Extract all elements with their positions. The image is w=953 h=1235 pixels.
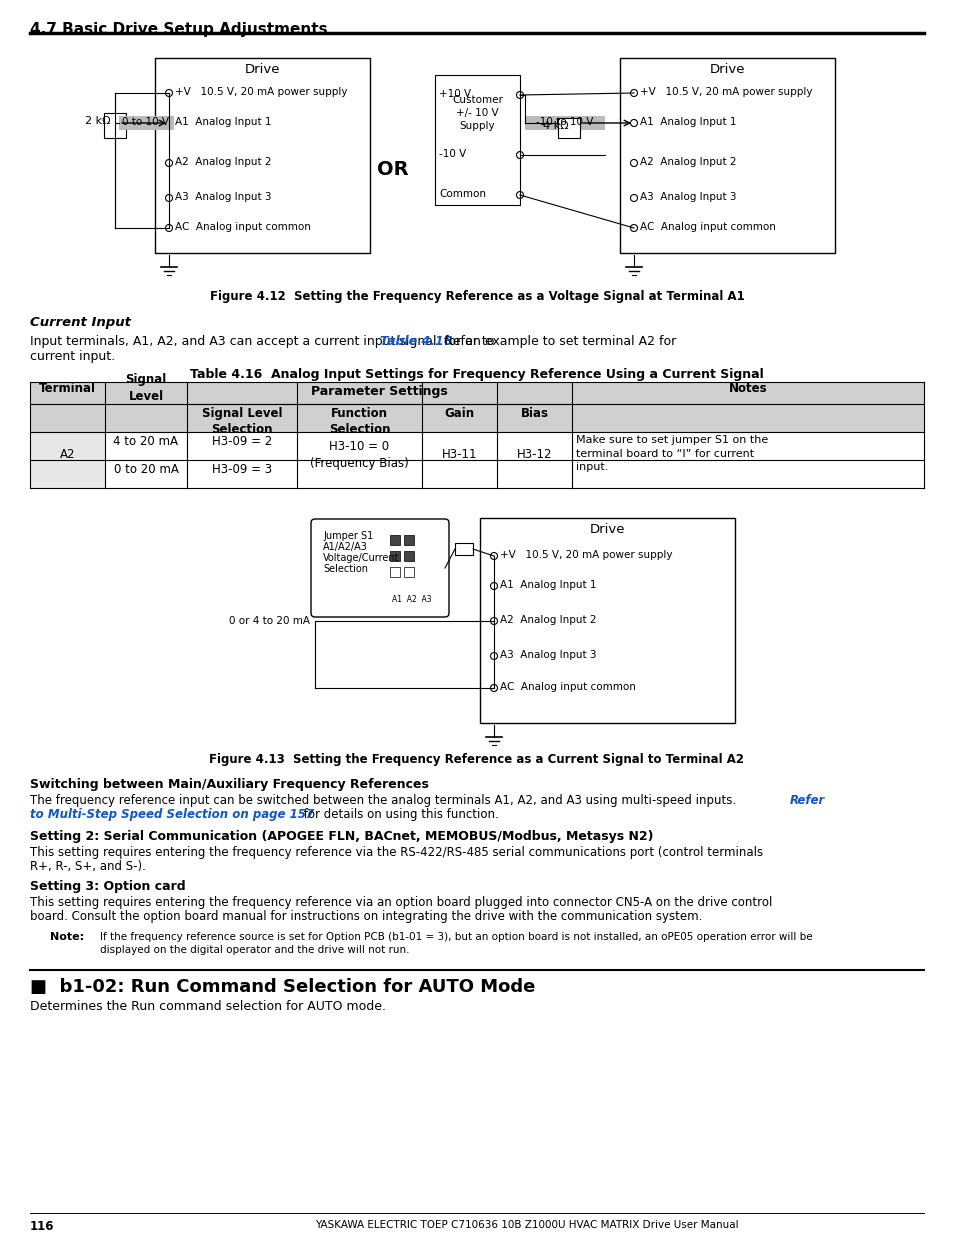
Text: ■  b1-02: Run Command Selection for AUTO Mode: ■ b1-02: Run Command Selection for AUTO … — [30, 978, 535, 995]
Bar — [558, 119, 579, 138]
Text: 0 to 20 mA: 0 to 20 mA — [113, 463, 178, 475]
Text: A3  Analog Input 3: A3 Analog Input 3 — [639, 191, 736, 203]
Bar — [30, 432, 105, 488]
Text: Drive: Drive — [589, 522, 624, 536]
Text: A1/A2/A3: A1/A2/A3 — [323, 542, 368, 552]
Text: Customer: Customer — [452, 95, 502, 105]
Text: AC  Analog input common: AC Analog input common — [174, 222, 311, 232]
Text: Note:: Note: — [50, 932, 84, 942]
Text: Signal
Level: Signal Level — [125, 373, 167, 403]
Text: Table 4.16: Table 4.16 — [379, 335, 452, 348]
Text: Drive: Drive — [245, 63, 280, 77]
Text: Table 4.16  Analog Input Settings for Frequency Reference Using a Current Signal: Table 4.16 Analog Input Settings for Fre… — [190, 368, 763, 382]
Bar — [455, 543, 473, 555]
Text: A1  Analog Input 1: A1 Analog Input 1 — [174, 117, 272, 127]
Text: OR: OR — [376, 161, 409, 179]
Text: -10 V: -10 V — [438, 149, 466, 159]
Text: YASKAWA ELECTRIC TOEP C710636 10B Z1000U HVAC MATRIX Drive User Manual: YASKAWA ELECTRIC TOEP C710636 10B Z1000U… — [314, 1220, 738, 1230]
Text: Current Input: Current Input — [30, 316, 131, 329]
Text: board. Consult the option board manual for instructions on integrating the drive: board. Consult the option board manual f… — [30, 910, 701, 923]
Text: Drive: Drive — [709, 63, 744, 77]
Text: +V   10.5 V, 20 mA power supply: +V 10.5 V, 20 mA power supply — [174, 86, 347, 98]
Text: +V   10.5 V, 20 mA power supply: +V 10.5 V, 20 mA power supply — [639, 86, 812, 98]
Bar — [435, 75, 519, 205]
Text: Make sure to set jumper S1 on the
terminal board to “I” for current
input.: Make sure to set jumper S1 on the termin… — [576, 435, 767, 472]
Bar — [390, 567, 399, 577]
Text: AC  Analog input common: AC Analog input common — [639, 222, 775, 232]
Text: +10 V: +10 V — [438, 89, 471, 99]
Text: to Multi-Step Speed Selection on page 157: to Multi-Step Speed Selection on page 15… — [30, 808, 314, 821]
FancyBboxPatch shape — [311, 519, 449, 618]
Text: -10 to 10 V: -10 to 10 V — [536, 117, 593, 127]
Text: A2: A2 — [60, 448, 75, 462]
Text: for details on using this function.: for details on using this function. — [299, 808, 498, 821]
Bar — [479, 517, 734, 722]
Text: Figure 4.12  Setting the Frequency Reference as a Voltage Signal at Terminal A1: Figure 4.12 Setting the Frequency Refere… — [210, 290, 743, 303]
Text: +/- 10 V: +/- 10 V — [456, 107, 498, 119]
Text: A2  Analog Input 2: A2 Analog Input 2 — [499, 615, 596, 625]
Text: 116: 116 — [30, 1220, 54, 1233]
Text: A3  Analog Input 3: A3 Analog Input 3 — [174, 191, 272, 203]
Text: 2 kΩ: 2 kΩ — [85, 116, 111, 126]
Text: Jumper S1: Jumper S1 — [323, 531, 373, 541]
Bar — [30, 382, 923, 404]
Text: Switching between Main/Auxiliary Frequency References: Switching between Main/Auxiliary Frequen… — [30, 778, 429, 790]
Text: A1  A2  A3: A1 A2 A3 — [392, 595, 431, 604]
Text: Voltage/Current: Voltage/Current — [323, 553, 399, 563]
Text: This setting requires entering the frequency reference via an option board plugg: This setting requires entering the frequ… — [30, 897, 772, 909]
Text: Selection: Selection — [323, 564, 368, 574]
Bar — [403, 551, 414, 561]
Bar — [154, 58, 370, 253]
Text: This setting requires entering the frequency reference via the RS-422/RS-485 ser: This setting requires entering the frequ… — [30, 846, 762, 860]
Bar — [390, 551, 399, 561]
Text: Input terminals, A1, A2, and A3 can accept a current input signal. Refer to: Input terminals, A1, A2, and A3 can acce… — [30, 335, 497, 348]
Text: 0 or 4 to 20 mA: 0 or 4 to 20 mA — [229, 616, 310, 626]
Text: current input.: current input. — [30, 350, 115, 363]
Text: Determines the Run command selection for AUTO mode.: Determines the Run command selection for… — [30, 1000, 386, 1013]
Bar — [390, 535, 399, 545]
Text: Setting 3: Option card: Setting 3: Option card — [30, 881, 186, 893]
Bar — [403, 535, 414, 545]
Text: A2  Analog Input 2: A2 Analog Input 2 — [639, 157, 736, 167]
Text: Common: Common — [438, 189, 485, 199]
Text: 4.7 Basic Drive Setup Adjustments: 4.7 Basic Drive Setup Adjustments — [30, 22, 327, 37]
Text: H3-12: H3-12 — [517, 448, 552, 462]
Text: Function
Selection: Function Selection — [329, 408, 390, 436]
Bar — [524, 116, 604, 130]
Text: displayed on the digital operator and the drive will not run.: displayed on the digital operator and th… — [100, 945, 409, 955]
Text: Signal Level
Selection: Signal Level Selection — [201, 408, 282, 436]
Text: Bias: Bias — [520, 408, 548, 420]
Bar — [119, 116, 173, 130]
Bar — [30, 404, 923, 432]
Bar — [403, 567, 414, 577]
Text: A1  Analog Input 1: A1 Analog Input 1 — [499, 580, 596, 590]
Text: A2  Analog Input 2: A2 Analog Input 2 — [174, 157, 272, 167]
Text: A1  Analog Input 1: A1 Analog Input 1 — [639, 117, 736, 127]
Text: Refer: Refer — [789, 794, 824, 806]
Bar — [619, 58, 834, 253]
Text: If the frequency reference source is set for Option PCB (b1-01 = 3), but an opti: If the frequency reference source is set… — [100, 932, 812, 942]
Text: R+, R-, S+, and S-).: R+, R-, S+, and S-). — [30, 860, 146, 873]
Text: H3-09 = 3: H3-09 = 3 — [212, 463, 272, 475]
Text: 4 to 20 mA: 4 to 20 mA — [113, 435, 178, 448]
Text: H3-10 = 0
(Frequency Bias): H3-10 = 0 (Frequency Bias) — [310, 441, 409, 469]
Text: Setting 2: Serial Communication (APOGEE FLN, BACnet, MEMOBUS/Modbus, Metasys N2): Setting 2: Serial Communication (APOGEE … — [30, 830, 653, 844]
Text: AC  Analog input common: AC Analog input common — [499, 682, 636, 692]
Text: The frequency reference input can be switched between the analog terminals A1, A: The frequency reference input can be swi… — [30, 794, 740, 806]
Text: Notes: Notes — [728, 382, 766, 394]
Text: H3-09 = 2: H3-09 = 2 — [212, 435, 272, 448]
Text: Supply: Supply — [459, 121, 495, 131]
Text: Terminal: Terminal — [39, 382, 96, 394]
Text: Figure 4.13  Setting the Frequency Reference as a Current Signal to Terminal A2: Figure 4.13 Setting the Frequency Refere… — [210, 753, 743, 766]
Text: H3-11: H3-11 — [441, 448, 476, 462]
Text: 4 kΩ: 4 kΩ — [542, 121, 568, 131]
Text: 0 to 10 V: 0 to 10 V — [122, 117, 170, 127]
Bar — [104, 112, 126, 138]
Text: Parameter Settings: Parameter Settings — [311, 385, 447, 398]
Text: +V   10.5 V, 20 mA power supply: +V 10.5 V, 20 mA power supply — [499, 550, 672, 559]
Text: Gain: Gain — [444, 408, 474, 420]
Text: for an example to set terminal A2 for: for an example to set terminal A2 for — [439, 335, 676, 348]
Text: A3  Analog Input 3: A3 Analog Input 3 — [499, 650, 596, 659]
